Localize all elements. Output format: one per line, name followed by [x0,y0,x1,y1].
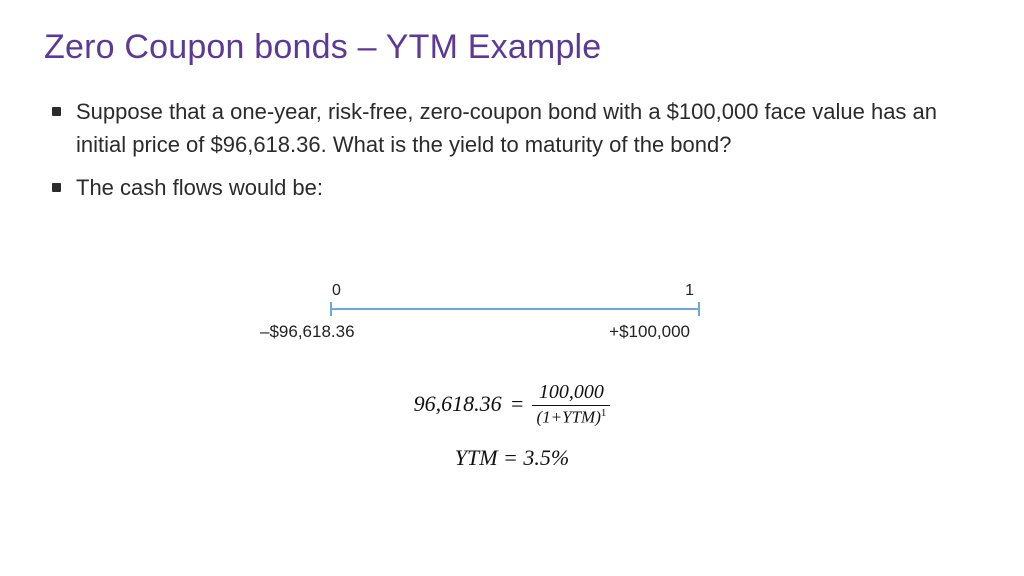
timeline-top-labels: 0 1 [260,282,700,302]
cashflow-timeline: 0 1 –$96,618.36 +$100,000 [260,282,700,342]
formula-result-var: YTM [455,445,498,470]
formula-block: 96,618.36 = 100,000 (1+YTM)1 YTM = 3.5% [0,382,1024,471]
timeline-cashflow-in: +$100,000 [609,322,690,342]
timeline-label-t0: 0 [332,282,341,300]
formula-equals: = [510,391,525,417]
formula-result-val: 3.5% [523,445,569,470]
timeline-axis [330,302,700,316]
formula-fraction: 100,000 (1+YTM)1 [532,382,610,427]
timeline-label-t1: 1 [685,282,694,300]
timeline-cashflow-out: –$96,618.36 [260,322,355,342]
timeline-hline [330,308,700,310]
bullet-list: Suppose that a one-year, risk-free, zero… [50,95,980,204]
formula-pv-equation: 96,618.36 = 100,000 (1+YTM)1 [414,382,611,427]
bullet-item: Suppose that a one-year, risk-free, zero… [50,95,980,161]
formula-ytm-result: YTM = 3.5% [0,445,1024,471]
timeline-bottom-labels: –$96,618.36 +$100,000 [260,322,700,342]
bullet-item: The cash flows would be: [50,171,980,204]
formula-lhs: 96,618.36 [414,391,502,417]
slide-title: Zero Coupon bonds – YTM Example [44,28,980,67]
formula-result-eq: = [503,445,518,470]
slide: Zero Coupon bonds – YTM Example Suppose … [0,0,1024,576]
formula-den-exp: 1 [601,407,607,419]
formula-den-open: (1+ [536,408,562,427]
formula-numerator: 100,000 [535,382,608,405]
timeline-tick-end [698,302,700,316]
formula-den-var: YTM [562,408,595,427]
formula-denominator: (1+YTM)1 [532,406,610,427]
